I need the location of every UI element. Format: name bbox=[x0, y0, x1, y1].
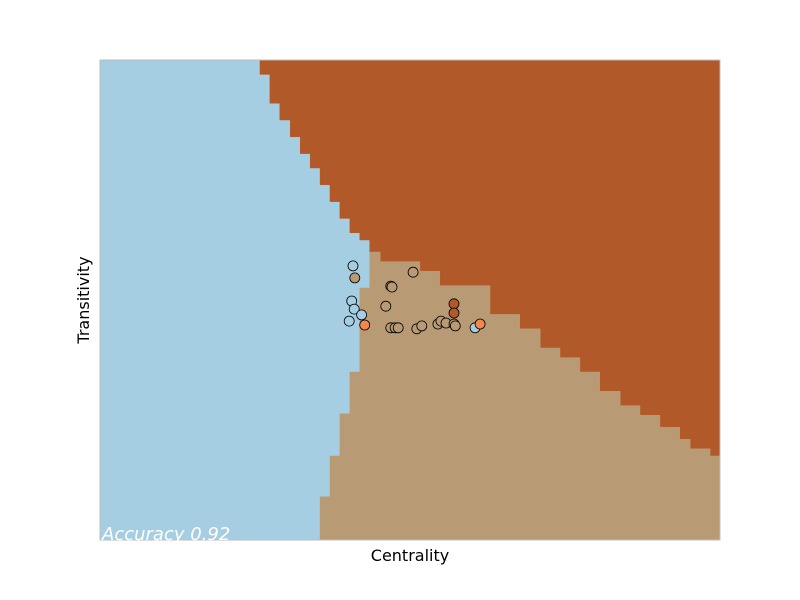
data-point-11 bbox=[343, 315, 355, 327]
plot-frame bbox=[99, 59, 721, 541]
plot-area bbox=[100, 60, 720, 540]
scatter-points bbox=[343, 260, 486, 335]
data-point-9 bbox=[448, 298, 460, 310]
data-point-15 bbox=[392, 322, 404, 334]
data-point-22 bbox=[449, 320, 461, 332]
data-point-2 bbox=[407, 266, 419, 278]
data-point-7 bbox=[356, 309, 368, 321]
data-point-12 bbox=[359, 319, 371, 331]
data-point-10 bbox=[448, 307, 460, 319]
accuracy-annotation: Accuracy 0.92 bbox=[101, 524, 230, 545]
data-point-4 bbox=[386, 281, 398, 293]
data-point-6 bbox=[348, 303, 360, 315]
data-point-24 bbox=[474, 318, 486, 330]
decision-regions bbox=[100, 60, 720, 540]
data-point-17 bbox=[416, 320, 428, 332]
data-point-1 bbox=[349, 272, 361, 284]
x-axis-label: Centrality bbox=[371, 546, 449, 565]
y-axis-label: Transitivity bbox=[74, 256, 93, 344]
data-point-0 bbox=[347, 260, 359, 272]
data-point-8 bbox=[380, 300, 392, 312]
